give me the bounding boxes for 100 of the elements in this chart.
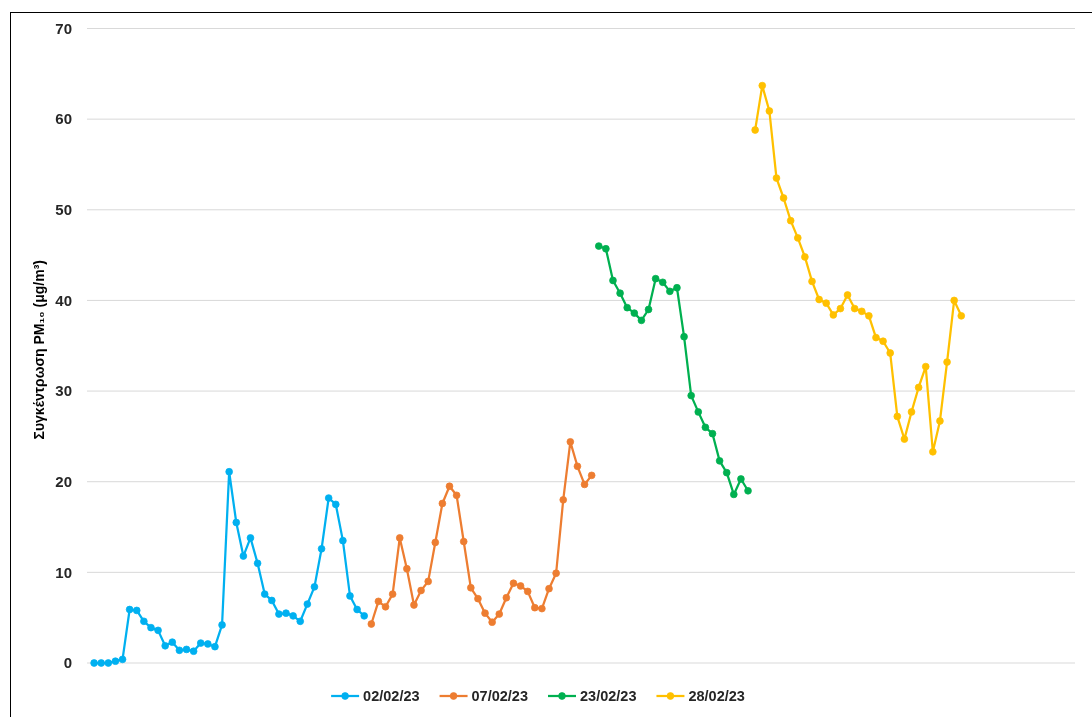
- point: [658, 278, 667, 287]
- point: [772, 174, 781, 182]
- y-tick-label: 50: [55, 201, 72, 219]
- point: [246, 534, 255, 542]
- point: [346, 592, 354, 600]
- point: [268, 596, 276, 605]
- point: [715, 457, 724, 465]
- point: [587, 471, 596, 480]
- point: [957, 312, 966, 320]
- point: [545, 584, 553, 593]
- point: [367, 620, 376, 628]
- y-axis-title: Συγκέντρωση PM₁₀ (μg/m³): [31, 260, 47, 440]
- point: [431, 538, 440, 547]
- point: [317, 545, 326, 553]
- point: [310, 583, 319, 591]
- point: [531, 603, 539, 612]
- point: [921, 362, 930, 371]
- legend-label: 28/02/23: [688, 688, 745, 705]
- point: [381, 603, 390, 611]
- point: [559, 496, 568, 504]
- point: [232, 518, 241, 527]
- point: [573, 462, 582, 471]
- point: [118, 655, 127, 664]
- legend-label: 23/02/23: [580, 688, 637, 705]
- point: [708, 429, 717, 438]
- point: [125, 605, 134, 614]
- point: [225, 467, 233, 476]
- point: [388, 590, 397, 598]
- point: [218, 621, 226, 629]
- point: [943, 358, 951, 366]
- point: [836, 304, 845, 313]
- point: [459, 537, 468, 546]
- point: [438, 499, 447, 508]
- y-tick-label: 20: [55, 472, 72, 490]
- point: [666, 287, 674, 296]
- point: [495, 610, 504, 618]
- point: [211, 642, 219, 651]
- point: [950, 296, 958, 305]
- point: [395, 534, 404, 542]
- point: [879, 337, 887, 345]
- point: [637, 316, 646, 325]
- point: [154, 626, 162, 635]
- point: [694, 408, 703, 416]
- point: [630, 309, 639, 317]
- point: [914, 383, 923, 392]
- point: [481, 609, 489, 617]
- point: [147, 623, 155, 632]
- point: [538, 604, 546, 613]
- point: [196, 639, 205, 647]
- point: [474, 594, 482, 603]
- point: [509, 579, 518, 588]
- point: [808, 277, 816, 286]
- point: [97, 659, 105, 667]
- point: [417, 586, 425, 595]
- point: [260, 590, 269, 598]
- point: [900, 435, 909, 443]
- point: [594, 242, 603, 250]
- point: [744, 487, 752, 495]
- y-tick-label: 10: [55, 563, 72, 581]
- point: [303, 600, 312, 608]
- point: [410, 601, 418, 609]
- point: [936, 417, 944, 425]
- point: [730, 490, 738, 499]
- point: [332, 500, 340, 509]
- point: [801, 253, 809, 261]
- point: [865, 312, 873, 320]
- point: [566, 438, 575, 446]
- point: [516, 582, 525, 590]
- point: [609, 276, 617, 285]
- point: [602, 244, 610, 253]
- point: [403, 564, 411, 573]
- point: [623, 303, 631, 312]
- legend-label: 07/02/23: [471, 688, 529, 705]
- point: [829, 311, 838, 319]
- point: [673, 283, 681, 292]
- point: [204, 640, 212, 648]
- point: [872, 333, 880, 342]
- point: [701, 423, 710, 432]
- point: [502, 593, 511, 602]
- y-tick-label: 70: [55, 19, 72, 37]
- point: [680, 332, 688, 341]
- point: [794, 234, 802, 242]
- point: [786, 216, 795, 225]
- point: [467, 583, 475, 592]
- point: [857, 307, 866, 316]
- point: [296, 617, 305, 626]
- point: [424, 577, 432, 586]
- point: [552, 569, 560, 578]
- point: [282, 609, 290, 617]
- point: [488, 618, 496, 626]
- y-tick-label: 40: [55, 291, 72, 309]
- point: [886, 349, 894, 357]
- point: [452, 491, 461, 500]
- point: [239, 552, 248, 560]
- point: [161, 642, 169, 650]
- point: [353, 605, 361, 614]
- point: [737, 475, 745, 483]
- point: [189, 647, 198, 655]
- point: [815, 295, 823, 304]
- point: [765, 107, 774, 115]
